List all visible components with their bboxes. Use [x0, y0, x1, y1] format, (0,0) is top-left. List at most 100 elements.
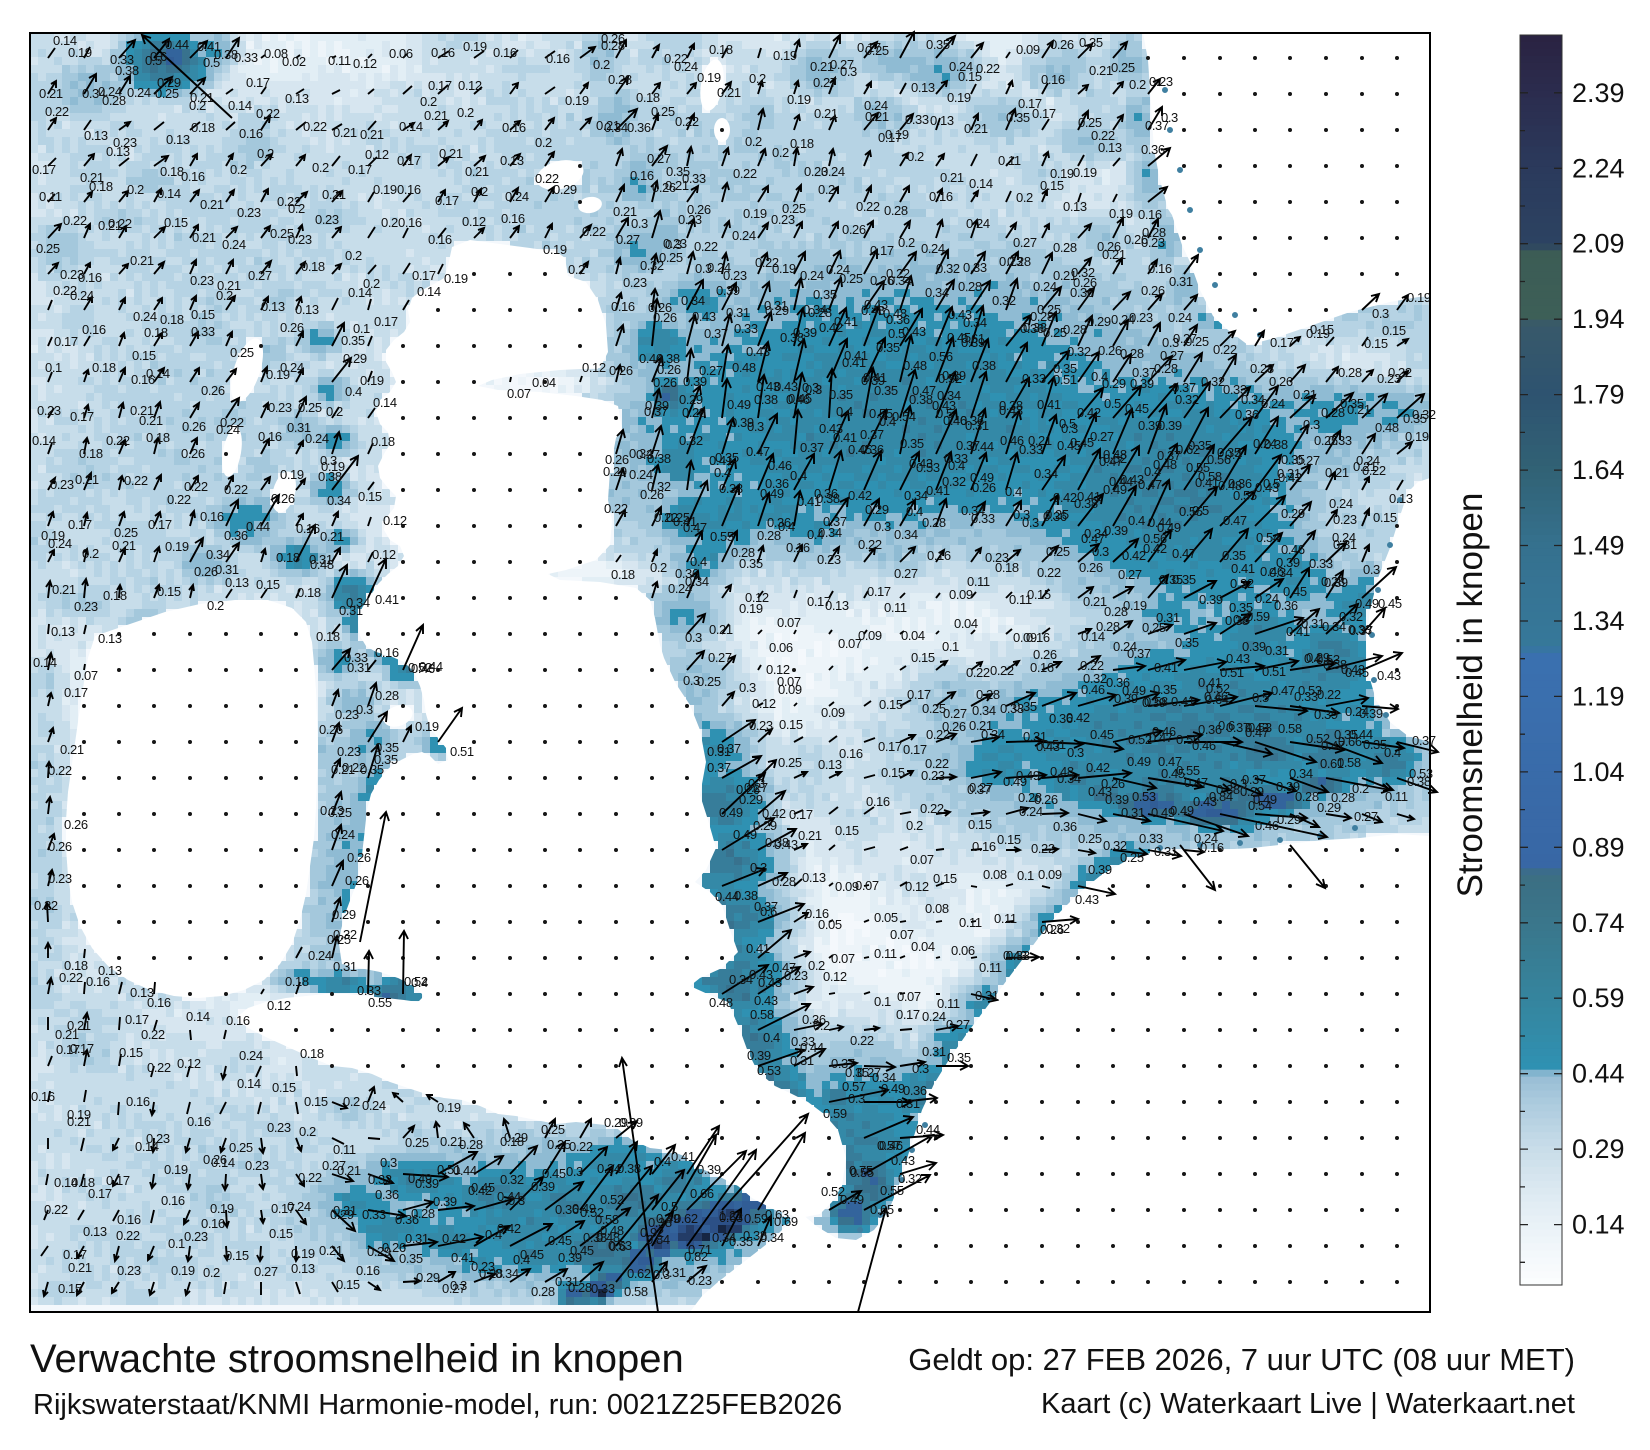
svg-text:0.23: 0.23	[146, 1131, 170, 1146]
svg-text:0.32: 0.32	[640, 258, 664, 273]
svg-text:0.39: 0.39	[1105, 792, 1129, 807]
svg-text:0.37: 0.37	[1242, 772, 1266, 787]
svg-text:0.31: 0.31	[1023, 729, 1047, 744]
svg-text:0.23: 0.23	[678, 212, 702, 227]
svg-text:0.11: 0.11	[998, 153, 1021, 168]
svg-text:0.24: 0.24	[239, 1048, 263, 1063]
svg-text:0.36: 0.36	[802, 1012, 826, 1027]
svg-text:0.69: 0.69	[774, 1214, 798, 1229]
svg-text:0.4: 0.4	[345, 384, 362, 399]
svg-text:0.23: 0.23	[184, 1229, 208, 1244]
svg-text:0.39: 0.39	[1142, 695, 1166, 710]
svg-text:0.1: 0.1	[874, 994, 891, 1009]
svg-text:0.29: 0.29	[679, 392, 703, 407]
svg-text:0.43: 0.43	[1245, 720, 1269, 735]
svg-text:0.19: 0.19	[444, 271, 468, 286]
svg-text:0.24: 0.24	[629, 467, 653, 482]
svg-text:0.27: 0.27	[744, 780, 768, 795]
svg-text:0.25: 0.25	[782, 201, 806, 216]
svg-text:0.13: 0.13	[1063, 199, 1087, 214]
svg-text:0.34: 0.34	[597, 1161, 621, 1176]
svg-text:0.34: 0.34	[712, 1230, 736, 1245]
svg-text:0.16: 0.16	[181, 169, 205, 184]
svg-text:0.24: 0.24	[305, 431, 329, 446]
svg-text:0.17: 0.17	[106, 1173, 130, 1188]
svg-text:Verwachte stroomsnelheid in kn: Verwachte stroomsnelheid in knopen	[30, 1337, 684, 1381]
svg-text:0.16: 0.16	[866, 794, 890, 809]
svg-text:0.52: 0.52	[600, 1192, 624, 1207]
svg-text:0.21: 0.21	[200, 197, 224, 212]
svg-text:0.43: 0.43	[1120, 472, 1144, 487]
svg-text:0.44: 0.44	[1148, 515, 1172, 530]
svg-text:0.25: 0.25	[839, 271, 863, 286]
svg-text:0.26: 0.26	[48, 839, 72, 854]
svg-text:0.36: 0.36	[675, 566, 699, 581]
svg-text:0.47: 0.47	[772, 960, 796, 975]
svg-text:0.15: 0.15	[132, 348, 156, 363]
svg-text:0.49: 0.49	[719, 805, 743, 820]
svg-text:0.15: 0.15	[225, 1248, 249, 1263]
svg-text:0.19: 0.19	[210, 1201, 234, 1216]
svg-text:0.13: 0.13	[1389, 491, 1413, 506]
svg-text:0.34: 0.34	[327, 493, 351, 508]
svg-text:0.02: 0.02	[282, 54, 306, 69]
svg-text:0.49: 0.49	[656, 1211, 680, 1226]
svg-text:0.15: 0.15	[835, 823, 859, 838]
svg-text:0.5: 0.5	[203, 55, 220, 70]
svg-text:0.4: 0.4	[778, 519, 795, 534]
svg-text:0.2: 0.2	[808, 958, 825, 973]
svg-text:0.04: 0.04	[901, 628, 925, 643]
svg-text:0.19: 0.19	[1109, 206, 1133, 221]
svg-text:0.22: 0.22	[920, 801, 944, 816]
svg-text:0.28: 0.28	[479, 1266, 503, 1281]
svg-text:0.21: 0.21	[596, 118, 620, 133]
svg-text:0.14: 0.14	[348, 285, 372, 300]
svg-text:0.4: 0.4	[1384, 745, 1401, 760]
svg-text:0.22: 0.22	[850, 1033, 874, 1048]
svg-text:0.44: 0.44	[453, 1163, 477, 1178]
svg-text:0.21: 0.21	[1293, 387, 1317, 402]
svg-text:0.26: 0.26	[870, 273, 894, 288]
svg-text:0.16: 0.16	[1138, 207, 1162, 222]
svg-text:0.28: 0.28	[1120, 346, 1144, 361]
svg-text:0.13: 0.13	[98, 631, 122, 646]
svg-text:0.49: 0.49	[1253, 792, 1277, 807]
svg-text:0.25: 0.25	[1046, 544, 1070, 559]
svg-text:0.34: 0.34	[972, 703, 996, 718]
svg-text:0.16: 0.16	[31, 1089, 55, 1104]
svg-text:0.17: 0.17	[870, 243, 894, 258]
svg-text:0.28: 0.28	[1250, 361, 1274, 376]
svg-text:0.18: 0.18	[79, 446, 103, 461]
svg-text:0.3: 0.3	[1161, 110, 1178, 125]
svg-text:0.58: 0.58	[595, 1212, 619, 1227]
svg-text:0.05: 0.05	[818, 917, 842, 932]
svg-text:0.24: 0.24	[921, 241, 945, 256]
svg-text:0.39: 0.39	[1276, 555, 1300, 570]
svg-text:0.31: 0.31	[965, 418, 989, 433]
svg-text:0.25: 0.25	[230, 345, 254, 360]
svg-text:0.32: 0.32	[1083, 671, 1107, 686]
svg-text:0.26: 0.26	[652, 180, 676, 195]
svg-text:0.34: 0.34	[925, 285, 949, 300]
svg-text:0.22: 0.22	[63, 213, 87, 228]
svg-text:0.27: 0.27	[946, 1017, 970, 1032]
svg-text:0.41: 0.41	[451, 1250, 475, 1265]
svg-text:0.26: 0.26	[601, 31, 625, 46]
svg-text:0.4: 0.4	[1005, 484, 1022, 499]
svg-text:0.36: 0.36	[765, 476, 789, 491]
svg-text:0.21: 0.21	[319, 1243, 343, 1258]
svg-text:0.3: 0.3	[747, 419, 764, 434]
svg-text:0.33: 0.33	[1139, 831, 1163, 846]
svg-text:0.44: 0.44	[246, 519, 270, 534]
svg-text:0.46: 0.46	[1081, 682, 1105, 697]
svg-text:0.28: 0.28	[375, 688, 399, 703]
svg-text:0.15: 0.15	[119, 1045, 143, 1060]
svg-text:0.24: 0.24	[280, 360, 304, 375]
svg-text:0.12: 0.12	[582, 360, 606, 375]
svg-text:0.18: 0.18	[709, 42, 733, 57]
svg-text:0.38: 0.38	[617, 1161, 641, 1176]
svg-text:0.39: 0.39	[558, 1250, 582, 1265]
svg-text:0.14: 0.14	[373, 395, 397, 410]
svg-text:0.62: 0.62	[627, 1266, 651, 1281]
svg-text:0.16: 0.16	[546, 51, 570, 66]
